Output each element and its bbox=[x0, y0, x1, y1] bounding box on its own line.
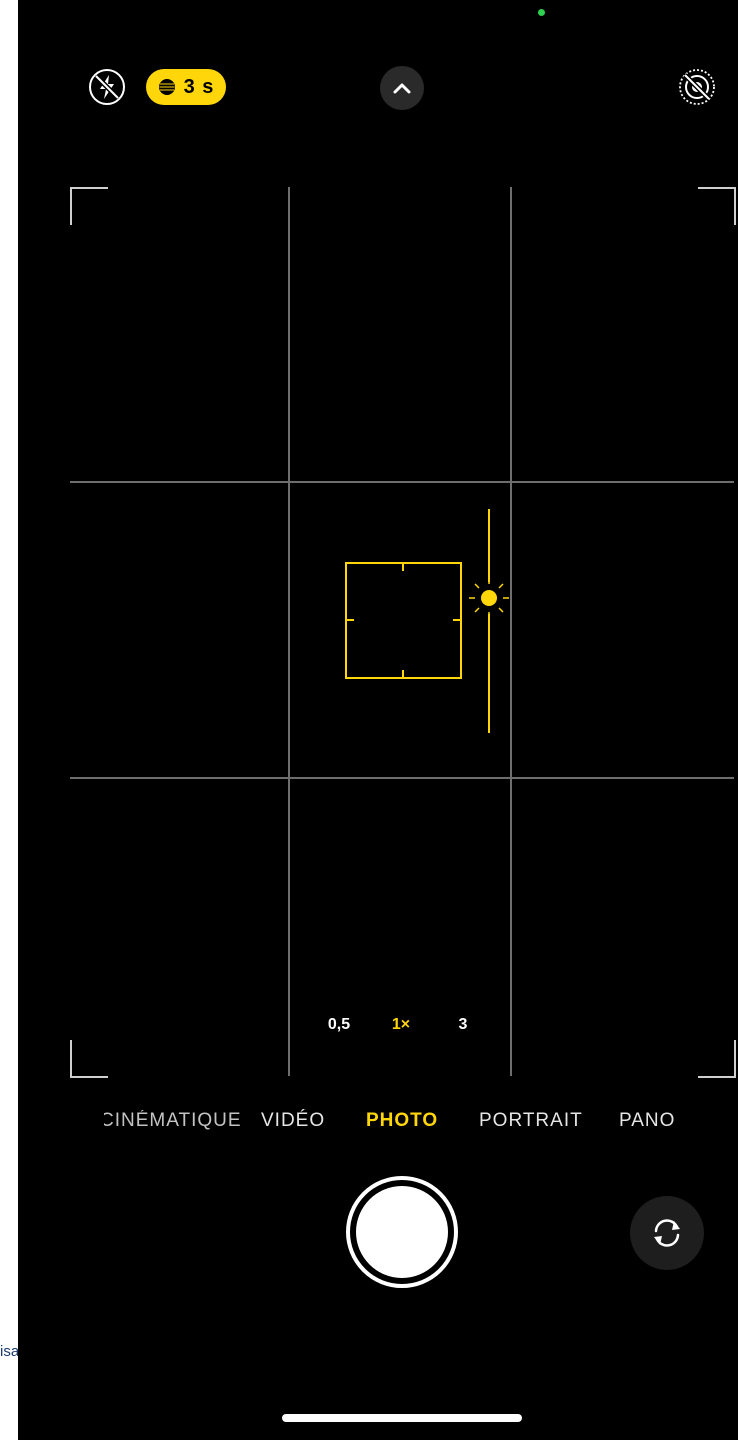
zoom-option-1x[interactable]: 1× bbox=[391, 1016, 411, 1033]
mode-pano[interactable]: PANO bbox=[619, 1110, 676, 1131]
viewfinder-corner-bottom-left bbox=[70, 1040, 108, 1078]
live-photo-off-icon bbox=[679, 69, 715, 105]
chevron-up-icon bbox=[393, 83, 411, 94]
shutter-button-inner bbox=[356, 1186, 448, 1278]
live-photo-button[interactable] bbox=[677, 67, 717, 107]
mode-cinematique[interactable]: CINÉMATIQUE bbox=[100, 1110, 242, 1131]
night-mode-duration: 3 s bbox=[183, 75, 215, 98]
grid-line-horizontal-2 bbox=[70, 777, 734, 779]
shutter-button[interactable] bbox=[346, 1176, 458, 1288]
viewfinder-corner-top-left bbox=[70, 187, 108, 225]
grid-line-vertical-1 bbox=[288, 187, 290, 1076]
mode-portrait[interactable]: PORTRAIT bbox=[479, 1110, 583, 1131]
mode-photo[interactable]: PHOTO bbox=[366, 1110, 439, 1131]
sun-icon bbox=[469, 578, 509, 618]
camera-mode-picker: CINÉMATIQUE VIDÉO PHOTO PORTRAIT PANO bbox=[18, 1110, 738, 1144]
viewfinder-corner-top-right bbox=[698, 187, 736, 225]
zoom-option-3[interactable]: 3 bbox=[458, 1016, 468, 1033]
focus-box bbox=[345, 562, 462, 679]
home-indicator[interactable] bbox=[282, 1414, 522, 1422]
viewfinder-corner-bottom-right bbox=[698, 1040, 736, 1078]
flash-button[interactable] bbox=[87, 67, 127, 107]
flash-off-icon bbox=[89, 69, 125, 105]
night-mode-button[interactable]: 3 s bbox=[146, 69, 226, 105]
mode-video[interactable]: VIDÉO bbox=[261, 1110, 326, 1131]
grid-line-horizontal-1 bbox=[70, 481, 734, 483]
camera-screen: 3 s bbox=[18, 0, 738, 1440]
focus-exposure-indicator[interactable] bbox=[338, 505, 538, 737]
background-window-text: isa bbox=[0, 1343, 20, 1360]
zoom-selector: 0,5 1× 3 bbox=[308, 1008, 508, 1042]
more-controls-button[interactable] bbox=[380, 66, 424, 110]
flip-camera-button[interactable] bbox=[630, 1196, 704, 1270]
night-mode-moon-icon bbox=[158, 79, 175, 95]
camera-in-use-indicator bbox=[538, 9, 545, 16]
camera-flip-icon bbox=[654, 1219, 680, 1247]
grid-line-vertical-2 bbox=[510, 187, 512, 1076]
zoom-option-0-5[interactable]: 0,5 bbox=[327, 1016, 351, 1033]
background-window-strip: isa bbox=[0, 0, 20, 1440]
